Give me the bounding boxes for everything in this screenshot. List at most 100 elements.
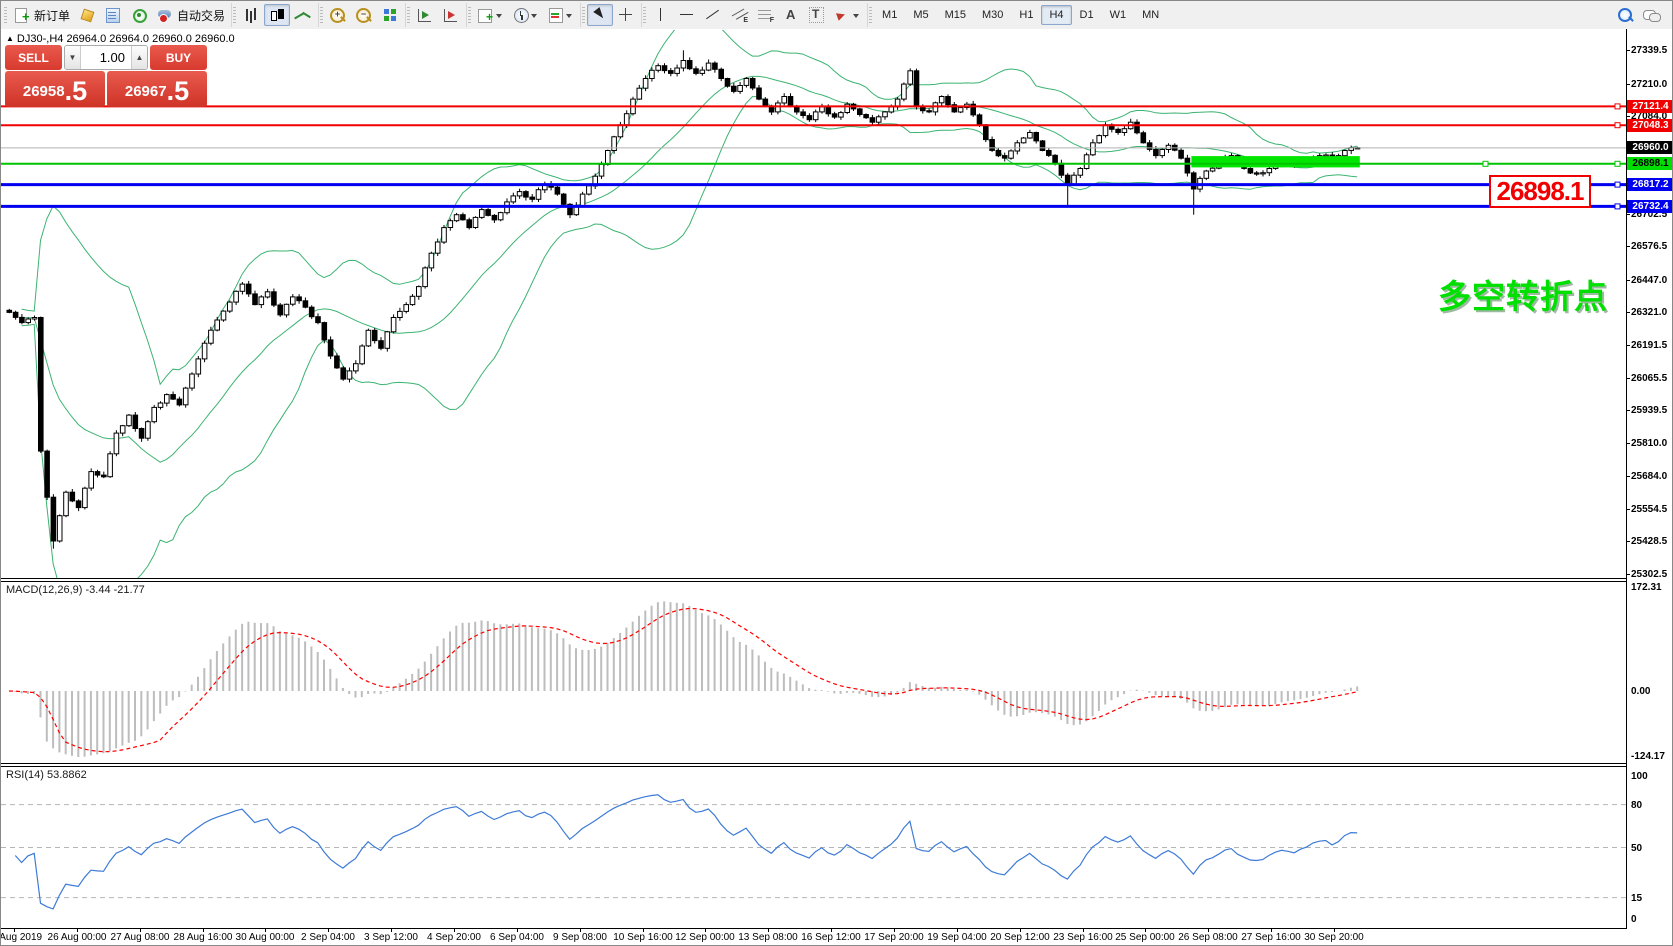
cursor-button[interactable]	[587, 4, 614, 26]
main-chart[interactable]	[1, 30, 1627, 578]
sell-price-button[interactable]: 26958.5	[5, 71, 105, 107]
price-tick: 26321.0	[1631, 307, 1668, 318]
price-tick-mark	[1626, 574, 1630, 575]
autoscroll-icon	[416, 7, 434, 23]
time-label: 12 Sep 00:00	[675, 932, 735, 943]
crosshair-button[interactable]	[613, 4, 639, 26]
dropdown-caret-icon	[852, 7, 861, 23]
hline-icon	[678, 7, 696, 23]
market-watch-button[interactable]	[74, 4, 100, 26]
autotrading-button[interactable]: 自动交易	[152, 4, 229, 26]
strategy-tester-button[interactable]	[126, 4, 152, 26]
bar-chart-button[interactable]	[238, 4, 264, 26]
candles	[6, 50, 1361, 549]
hline-price-label: 27121.4	[1627, 100, 1672, 113]
dropdown-caret-icon	[495, 7, 504, 23]
time-tick-mark	[1271, 928, 1272, 932]
hline-anchor[interactable]	[1614, 160, 1621, 167]
clock-icon	[512, 7, 530, 23]
equidistant-channel-button[interactable]	[726, 4, 752, 26]
metaeditor-button[interactable]	[100, 4, 126, 26]
hline-anchor[interactable]	[1614, 122, 1621, 129]
time-tick-mark	[1208, 928, 1209, 932]
timeframe-M15[interactable]: M15	[944, 9, 966, 21]
macd-panel[interactable]	[1, 582, 1627, 763]
zoom-out-button[interactable]	[351, 4, 377, 26]
time-label: 30 Aug 00:00	[235, 932, 295, 943]
trendline-button[interactable]	[700, 4, 726, 26]
horizontal-line-button[interactable]	[674, 4, 700, 26]
zoom-in-button[interactable]	[325, 4, 351, 26]
time-tick-mark	[1145, 928, 1146, 932]
timeframe-M30[interactable]: M30	[982, 9, 1004, 21]
indicators-button[interactable]	[473, 4, 508, 26]
hline-price-label: 26898.1	[1627, 157, 1672, 170]
time-label: 4 Sep 20:00	[427, 932, 481, 943]
timeframe-D1[interactable]: D1	[1079, 9, 1094, 21]
time-label: 2 Sep 04:00	[301, 932, 355, 943]
vertical-line-button[interactable]	[648, 4, 674, 26]
candlestick-chart-button[interactable]	[264, 4, 291, 26]
volume-decrease-button[interactable]: ▼	[65, 46, 81, 69]
turning-point-annotation: 多空转折点	[1438, 278, 1608, 315]
price-tick-mark	[1626, 84, 1630, 85]
auto-scroll-button[interactable]	[412, 4, 438, 26]
rsi-panel[interactable]	[1, 767, 1627, 928]
volume-increase-button[interactable]: ▲	[131, 46, 147, 69]
price-tick: 26447.0	[1631, 275, 1668, 286]
hline-price-label: 27048.3	[1627, 119, 1672, 132]
hline-anchor[interactable]	[1614, 203, 1621, 210]
text-button[interactable]	[778, 4, 804, 26]
chat-button[interactable]	[1638, 4, 1664, 26]
search-button[interactable]	[1612, 4, 1638, 26]
toolbar-group-zoom	[318, 3, 403, 27]
new-order-button[interactable]: 新订单	[9, 4, 74, 26]
timeframe-H1[interactable]: H1	[1019, 9, 1034, 21]
macd-values: -3.44 -21.77	[85, 584, 145, 596]
linechart-icon	[294, 7, 312, 23]
fibonacci-button[interactable]	[752, 4, 778, 26]
timeframe-M5[interactable]: M5	[913, 9, 929, 21]
sell-button[interactable]: SELL	[5, 45, 62, 70]
price-tick: 25939.5	[1631, 405, 1668, 416]
price-tick-mark	[1626, 312, 1630, 313]
time-label: 25 Sep 00:00	[1115, 932, 1175, 943]
time-label: 28 Aug 16:00	[173, 932, 233, 943]
timeframe-MN[interactable]: MN	[1142, 9, 1160, 21]
macd-label: MACD(12,26,9) -3.44 -21.77	[6, 584, 145, 596]
toolbar-group-trade: 新订单 自动交易	[3, 3, 229, 27]
rsi-axis-label: 0	[1631, 914, 1637, 925]
text-label-button[interactable]	[804, 4, 830, 26]
macd-signal-line	[8, 607, 1358, 753]
time-label: 26 Sep 08:00	[1178, 932, 1238, 943]
price-axis[interactable]: 27339.5 27210.0 27084.0 26702.5 26576.5 26447…	[1626, 29, 1672, 929]
highlight-zone[interactable]	[1191, 156, 1360, 168]
timeframe-M1[interactable]: M1	[882, 9, 898, 21]
timeframe-W1[interactable]: W1	[1109, 9, 1127, 21]
price-tick: 27210.0	[1631, 79, 1668, 90]
volume-input[interactable]: 1.00	[99, 50, 125, 65]
time-tick-mark	[1334, 928, 1335, 932]
rsi-value: 53.8862	[46, 769, 87, 781]
periods-button[interactable]	[508, 4, 543, 26]
arrows-button[interactable]	[830, 4, 865, 26]
line-chart-button[interactable]	[290, 4, 316, 26]
time-tick-mark	[1020, 928, 1021, 932]
hline-anchor[interactable]	[1614, 181, 1621, 188]
template-icon	[547, 7, 565, 23]
time-tick-mark	[768, 928, 769, 932]
buy-button[interactable]: BUY	[150, 45, 207, 70]
chart-window-body[interactable]: ▲ DJ30-,H4 26964.0 26964.0 26960.0 26960.…	[1, 29, 1672, 945]
buy-price-button[interactable]: 26967.5	[107, 71, 207, 107]
templates-button[interactable]	[543, 4, 578, 26]
hline-anchor[interactable]	[1614, 103, 1621, 110]
current-price-label: 26960.0	[1627, 141, 1672, 154]
chart-shift-button[interactable]	[438, 4, 464, 26]
toolbar-group-timeframes: M1 M5 M15 M30 H1 H4 D1 W1 MN	[867, 3, 1167, 27]
timeframe-H4[interactable]: H4	[1041, 5, 1072, 25]
time-tick-mark	[140, 928, 141, 932]
tile-windows-button[interactable]	[377, 4, 403, 26]
chat-icon	[1642, 7, 1661, 23]
one-click-trading-panel: SELL ▼ 1.00 ▲ BUY 26958.5 26967.5	[5, 45, 207, 107]
